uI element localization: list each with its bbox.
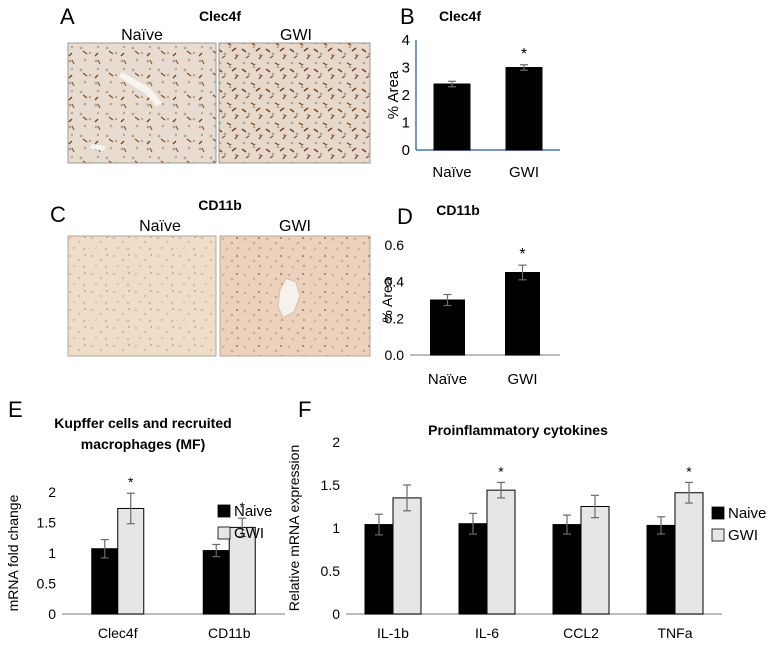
- x-tick-label: GWI: [509, 164, 539, 181]
- bar: [486, 489, 516, 615]
- x-tick-label: CCL2: [563, 625, 599, 641]
- significance-marker: *: [519, 246, 525, 263]
- vessel-lumen: [90, 144, 106, 151]
- x-tick-label: CD11b: [208, 625, 251, 641]
- y-axis-title: % Area: [385, 70, 402, 119]
- y-tick-label: 0.5: [321, 563, 341, 579]
- bar: [202, 550, 230, 615]
- image-label: Naïve: [121, 27, 163, 44]
- significance-marker: *: [128, 474, 134, 490]
- bar: [91, 548, 119, 615]
- y-tick-label: 3: [402, 60, 410, 77]
- y-tick-label: 0: [332, 606, 340, 622]
- x-tick-label: TNFa: [658, 625, 693, 641]
- y-tick-label: 0.0: [385, 347, 405, 363]
- y-tick-label: 2: [402, 87, 410, 104]
- y-tick-label: 1.5: [37, 515, 57, 531]
- chart-title: Kupffer cells and recruited: [54, 415, 231, 431]
- x-tick-label: Naïve: [432, 164, 471, 181]
- panel-a: A Clec4f Naïve GWI: [60, 4, 371, 164]
- legend-swatch: [711, 506, 725, 520]
- micrograph-image: [67, 235, 217, 357]
- y-tick-label: 0.6: [385, 237, 405, 253]
- y-tick-label: 2: [332, 434, 340, 450]
- y-tick-label: 1: [402, 115, 410, 132]
- chart-title: Proinflammatory cytokines: [428, 422, 608, 438]
- x-tick-label: GWI: [508, 371, 538, 388]
- y-axis-title: Relative mRNA expression: [286, 445, 302, 612]
- legend-label: GWI: [728, 527, 758, 544]
- panel-title: Clec4f: [199, 8, 241, 24]
- significance-marker: *: [521, 46, 527, 63]
- significance-marker: *: [686, 463, 692, 479]
- y-tick-label: 0.5: [37, 576, 57, 592]
- chart-title: CD11b: [436, 202, 480, 218]
- vessel-lumen: [119, 72, 162, 106]
- chart-title: macrophages (MF): [81, 436, 205, 452]
- bar: [552, 524, 582, 615]
- y-tick-label: 1: [332, 520, 340, 536]
- significance-marker: *: [240, 499, 246, 515]
- y-axis-title: mRNA fold change: [5, 494, 21, 611]
- chart-title: Clec4f: [439, 8, 481, 24]
- panel-letter: D: [397, 204, 413, 229]
- legend-label: GWI: [234, 525, 264, 542]
- y-tick-label: 4: [402, 32, 410, 49]
- panel-letter: C: [50, 202, 66, 227]
- image-label: GWI: [279, 218, 311, 235]
- panel-c: C CD11b Naïve GWI: [50, 197, 371, 357]
- micrograph-image: [218, 42, 371, 164]
- bar: [433, 83, 471, 151]
- micrograph-image: [67, 42, 217, 164]
- image-label: Naïve: [139, 218, 181, 235]
- panel-letter: B: [400, 4, 415, 29]
- y-axis-title: % Area: [379, 277, 395, 322]
- legend-swatch: [217, 526, 231, 540]
- y-tick-label: 1.5: [321, 477, 341, 493]
- bar: [430, 299, 465, 356]
- y-tick-label: 0: [48, 606, 56, 622]
- vessel-lumen: [277, 277, 301, 319]
- image-label: GWI: [280, 27, 312, 44]
- bar: [392, 497, 422, 615]
- legend-swatch: [217, 504, 231, 518]
- panel-letter: F: [298, 397, 311, 422]
- bar: [674, 492, 704, 615]
- panel-title: CD11b: [198, 197, 242, 213]
- legend-label: Naive: [728, 505, 766, 522]
- y-tick-label: 0: [402, 142, 410, 159]
- y-tick-label: 0.2: [385, 310, 405, 326]
- x-tick-label: IL-1b: [377, 625, 409, 641]
- bar: [458, 523, 488, 615]
- bar: [505, 67, 543, 151]
- y-tick-label: 0.4: [385, 274, 405, 290]
- panel-letter: A: [60, 4, 75, 29]
- significance-marker: *: [498, 463, 504, 479]
- legend-label: Naive: [234, 503, 272, 520]
- y-tick-label: 2: [48, 484, 56, 500]
- panel-letter: E: [8, 397, 23, 422]
- legend-swatch: [711, 528, 725, 542]
- y-tick-label: 1: [48, 545, 56, 561]
- x-tick-label: IL-6: [475, 625, 499, 641]
- bar: [580, 506, 610, 615]
- bar: [364, 524, 394, 615]
- x-tick-label: Naïve: [428, 371, 467, 388]
- bar: [505, 272, 540, 356]
- bar: [646, 524, 676, 615]
- x-tick-label: Clec4f: [98, 625, 138, 641]
